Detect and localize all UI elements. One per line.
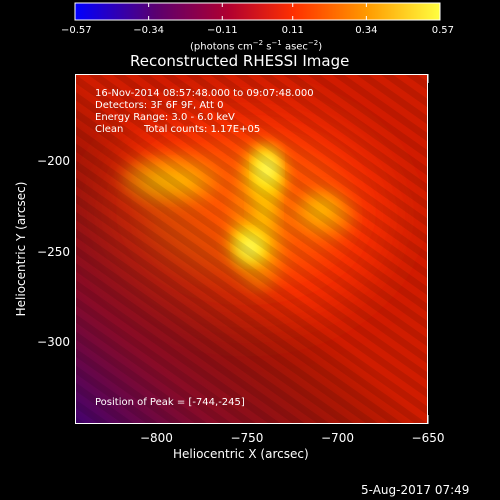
colorbar-tick-label: −0.34 [133,25,164,36]
y-axis-label: Heliocentric Y (arcsec) [14,181,28,317]
detectors-text: Detectors: 3F 6F 9F, Att 0 [95,100,224,111]
x-tick-label: −650 [411,431,445,445]
colorbar-tick-label: 0.57 [431,25,454,36]
colorbar-tick-label: 0.11 [281,25,304,36]
colorbar-tick-label: −0.11 [206,25,238,36]
rhessi-image [75,74,428,424]
total-counts-text: Total counts: 1.17E+05 [144,124,261,135]
x-tick-label: −800 [139,431,173,445]
method-text: Clean [95,124,124,135]
colorbar [74,2,441,21]
colorbar-units-label: (photons cm−2 s−1 asec−2) [190,39,323,53]
colorbar-tick-label: 0.34 [355,25,378,36]
colorbar-tick-label: −0.57 [61,25,92,36]
y-tick-label: −250 [37,244,70,259]
y-tick-label: −300 [37,335,70,350]
colorbar-ticks [74,3,441,20]
figure-title: Reconstructed RHESSI Image [130,52,350,70]
y-tick-label: −200 [37,154,70,169]
datetime-stamp: 5-Aug-2017 07:49 [361,483,470,497]
x-axis-label: Heliocentric X (arcsec) [173,447,309,461]
x-tick-label: −700 [321,431,354,445]
x-tick-label: −750 [230,431,264,445]
energy-range-text: Energy Range: 3.0 - 6.0 keV [95,112,235,123]
peak-position-text: Position of Peak = [-744,-245] [95,397,245,408]
time-range-text: 16-Nov-2014 08:57:48.000 to 09:07:48.000 [95,88,314,99]
